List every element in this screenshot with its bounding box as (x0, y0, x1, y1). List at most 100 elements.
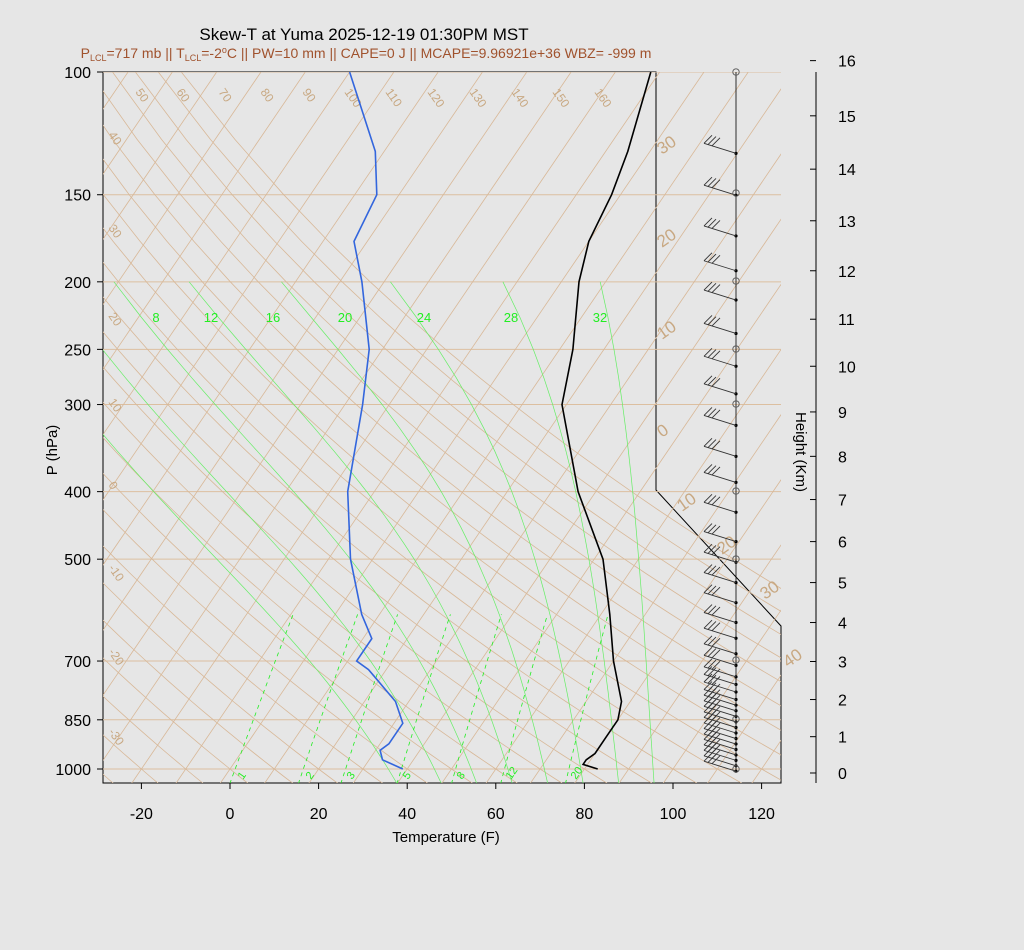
wind-barb (703, 744, 737, 756)
wind-level-marker (732, 715, 740, 723)
p-tick-label: 1000 (55, 762, 91, 779)
wind-barb (703, 471, 737, 483)
wind-barb-feather (711, 179, 721, 188)
grid-lines (103, 72, 1024, 784)
wind-barb-feather (703, 252, 713, 262)
isotherm-line (103, 72, 572, 762)
x-tick-label: 0 (226, 806, 235, 823)
isotherm-line (884, 72, 1024, 784)
isotherm-line (175, 72, 660, 783)
theta-label-right: 20 (653, 225, 679, 251)
wind-barb-feather (703, 635, 713, 645)
wind-barb-feather (707, 253, 717, 263)
wind-level-marker (732, 189, 740, 197)
wind-point (734, 690, 738, 694)
wind-point (734, 636, 738, 640)
wind-barb-feather (707, 349, 717, 358)
wind-barb-feather (711, 546, 721, 556)
isotherm-line (929, 72, 1024, 784)
wind-barb-feather (703, 217, 713, 227)
isotherm-line (840, 72, 1024, 784)
wind-barb-feather (707, 667, 717, 676)
wind-point (734, 620, 738, 625)
isotherm-line (103, 72, 483, 631)
wind-barb (703, 572, 737, 584)
wind-point (734, 725, 738, 730)
wind-point (734, 663, 738, 667)
wind-barb-feather (703, 658, 713, 668)
dry-adiabat-line (103, 545, 383, 783)
wind-barb-feather (707, 376, 717, 386)
dry-adiabat-line (103, 90, 781, 683)
wind-barb-feather (703, 584, 713, 593)
wind-barb-feather (711, 668, 721, 678)
wind-barb (703, 383, 737, 395)
x-tick-label: -20 (130, 806, 153, 823)
isotherm-line (103, 72, 350, 436)
dry-adiabat-line (103, 657, 249, 783)
x-tick-label: 40 (398, 806, 416, 823)
moist-adiabat-line (281, 281, 548, 783)
wind-barb-feather (707, 674, 717, 684)
wind-barb (703, 694, 737, 706)
x-tick-label: 60 (487, 806, 505, 823)
wind-barb (703, 654, 737, 666)
wind-barb-feather (711, 466, 721, 476)
wind-barb (703, 414, 737, 426)
x-axis-label: Temperature (F) (392, 829, 500, 846)
wind-barb-feather (707, 545, 717, 554)
wind-barb-feather (707, 465, 717, 474)
wind-level-marker (732, 656, 740, 664)
wind-barb-feather (707, 565, 717, 575)
wind-barb-feather (707, 218, 717, 228)
dry-adiabat-line (180, 72, 781, 589)
height-tick-label: 9 (838, 405, 847, 422)
dry-adiabat-line (103, 401, 563, 783)
theta-label-lower: 30 (756, 577, 782, 603)
wind-barb (703, 700, 737, 712)
mixing-ratio-bottom-label: 20 (569, 765, 586, 782)
dry-adiabat-line (103, 619, 294, 783)
wind-barb-feather (703, 619, 713, 629)
wind-barb (703, 355, 737, 367)
wind-barb-feather (707, 585, 717, 595)
isotherm-line (441, 283, 781, 783)
wind-level-marker (732, 277, 740, 285)
wind-barb (703, 592, 737, 604)
dry-adiabat-line (103, 437, 518, 783)
isotherm-line (103, 72, 439, 566)
wind-barb (703, 289, 737, 301)
isotherm-line (103, 72, 395, 501)
chart-subtitle: PLCL=717 mb || TLCL=-2oC || PW=10 mm || … (81, 45, 652, 63)
isotherm-line (103, 72, 528, 696)
p-tick-label: 150 (64, 188, 91, 205)
height-tick-label: 6 (838, 535, 847, 552)
isotherm-line (397, 218, 781, 783)
isotherm-line (662, 609, 781, 783)
wind-barb-feather (703, 647, 713, 656)
wind-barb-feather (711, 317, 721, 327)
wind-barb-feather (707, 282, 717, 292)
mixing-ratio-top-label: 24 (417, 310, 431, 325)
dry-adiabat-line (103, 366, 608, 783)
mixing-ratio-top-label: 20 (338, 310, 352, 325)
height-tick-label: 4 (838, 616, 847, 633)
mixing-ratio-bottom-label: 2 (304, 770, 317, 782)
sounding-traces (346, 72, 652, 770)
wind-barb (703, 643, 737, 655)
wind-barb-feather (703, 681, 713, 690)
height-tick-label: 11 (838, 312, 855, 329)
wind-barb (703, 531, 737, 543)
height-tick-label: 0 (838, 766, 847, 783)
mixing-ratio-top-label: 12 (204, 310, 218, 325)
isotherm-line (530, 414, 781, 783)
chart-title: Skew-T at Yuma 2025-12-19 01:30PM MST (199, 25, 528, 44)
mixing-ratio-top-label: 8 (152, 310, 159, 325)
height-tick-label: 2 (838, 693, 847, 710)
dry-adiabat-line (103, 582, 338, 783)
dry-adiabat-line (103, 124, 781, 707)
x-tick-label: 20 (310, 806, 328, 823)
height-tick-label: 15 (838, 109, 856, 126)
height-tick-label: 1 (838, 730, 847, 747)
